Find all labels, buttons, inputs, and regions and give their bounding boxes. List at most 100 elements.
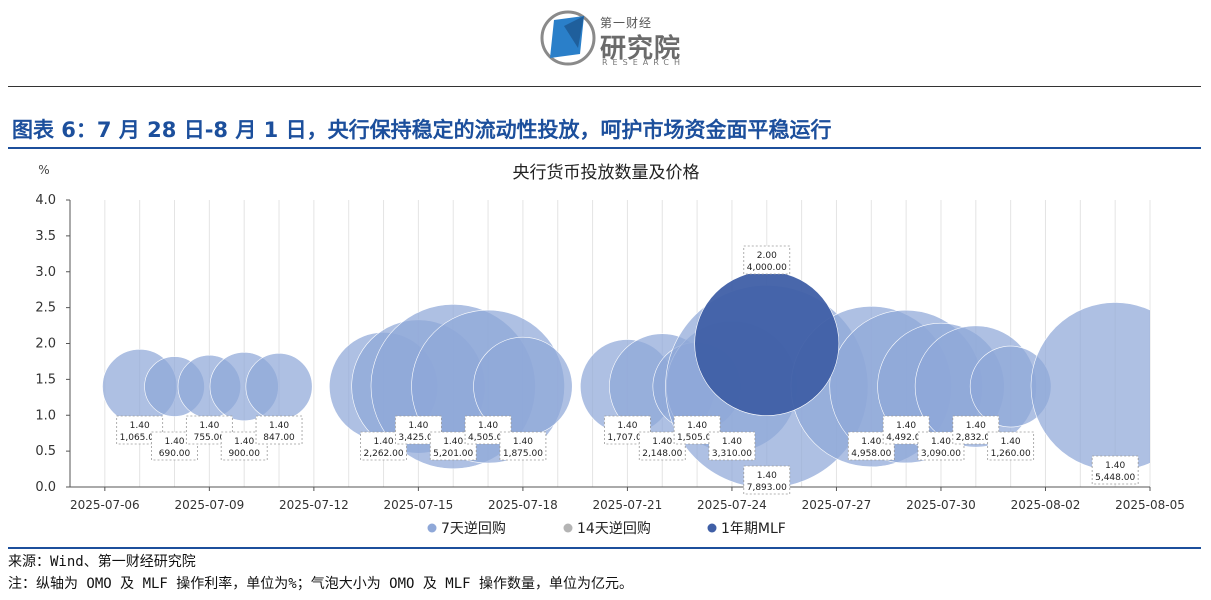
label-layer: 1.40 1,065.00 1.40 690.00 1.40 755.00 1.40 900.… — [116, 245, 1139, 495]
x-tick-label: 2025-07-18 — [488, 498, 558, 512]
data-label-amount: 7,893.00 — [747, 483, 787, 493]
data-label-rate: 1.40 — [966, 421, 986, 431]
data-label-rate: 1.40 — [652, 437, 672, 447]
y-tick-label: 0.0 — [35, 480, 56, 495]
data-label-amount: 1,505.00 — [677, 433, 717, 443]
data-label: 1.40 5,448.00 — [1091, 455, 1139, 485]
data-label-rate: 1.40 — [443, 437, 463, 447]
data-label-amount: 4,492.00 — [886, 433, 926, 443]
bubble-reverse-repo — [245, 353, 313, 421]
bubble-chart: 央行货币投放数量及价格 % 2025-07-06 2025-07-09 2025-0… — [35, 163, 1185, 537]
legend-marker — [427, 523, 437, 533]
x-tick-label: 2025-07-24 — [697, 498, 767, 512]
legend-item: 1年期MLF — [707, 521, 786, 537]
data-label-box — [255, 415, 303, 445]
y-tick-label: 0.5 — [35, 444, 56, 459]
data-label-amount: 5,201.00 — [433, 449, 473, 459]
data-label-rate: 1.40 — [931, 437, 951, 447]
x-tick-label: 2025-08-05 — [1115, 498, 1185, 512]
data-label-box — [987, 431, 1035, 461]
data-label-rate: 1.40 — [234, 437, 254, 447]
x-tick-label: 2025-08-02 — [1011, 498, 1081, 512]
data-label-rate: 1.40 — [861, 437, 881, 447]
legend-marker — [707, 523, 717, 533]
data-label: 1.40 7,893.00 — [743, 465, 791, 495]
data-label: 1.40 3,090.00 — [917, 431, 965, 461]
data-label-rate: 1.40 — [513, 437, 533, 447]
axis-layer: 2025-07-06 2025-07-09 2025-07-12 2025-07-15… — [35, 193, 1185, 512]
data-label-amount: 900.00 — [228, 449, 260, 459]
data-label-amount: 847.00 — [263, 433, 295, 443]
top-divider — [8, 86, 1201, 87]
title-divider — [8, 147, 1201, 149]
data-label-amount: 2,148.00 — [642, 449, 682, 459]
data-label-box — [499, 431, 547, 461]
data-label: 1.40 1,875.00 — [499, 431, 547, 461]
data-label-amount: 1,065.00 — [120, 433, 160, 443]
data-label-box — [1091, 455, 1139, 485]
y-tick-label: 3.0 — [35, 265, 56, 280]
data-label-rate: 1.40 — [1105, 461, 1125, 471]
bottom-divider — [8, 547, 1201, 549]
data-label-rate: 2.00 — [757, 251, 777, 261]
data-label: 1.40 1,260.00 — [987, 431, 1035, 461]
chart-title: 央行货币投放数量及价格 — [513, 163, 700, 183]
logo-main-text: 研究院 — [600, 34, 682, 64]
x-tick-label: 2025-07-12 — [279, 498, 349, 512]
y-tick-label: 3.5 — [35, 229, 56, 244]
data-label-amount: 2,262.00 — [364, 449, 404, 459]
data-label-rate: 1.40 — [757, 471, 777, 481]
legend: 7天逆回购 14天逆回购 1年期MLF — [427, 521, 786, 537]
logo: 第一财经 研究院 RESEARCH — [540, 8, 690, 70]
data-label: 1.40 4,505.00 — [464, 415, 512, 445]
data-label-amount: 4,000.00 — [747, 263, 787, 273]
data-label-amount: 5,448.00 — [1095, 473, 1135, 483]
data-label: 1.40 847.00 — [255, 415, 303, 445]
y-tick-label: 1.0 — [35, 408, 56, 423]
data-label-amount: 3,090.00 — [921, 449, 961, 459]
data-label-amount: 3,310.00 — [712, 449, 752, 459]
data-label: 1.40 1,505.00 — [673, 415, 721, 445]
data-label-rate: 1.40 — [374, 437, 394, 447]
data-label-rate: 1.40 — [896, 421, 916, 431]
y-axis-label: % — [38, 163, 49, 177]
data-label-amount: 3,425.00 — [398, 433, 438, 443]
data-label-box — [464, 415, 512, 445]
legend-label: 7天逆回购 — [441, 521, 506, 537]
legend-label: 1年期MLF — [721, 521, 786, 537]
data-label-amount: 2,832.00 — [956, 433, 996, 443]
data-label: 1.40 3,310.00 — [708, 431, 756, 461]
data-label: 1.40 3,425.00 — [394, 415, 442, 445]
data-label-amount: 4,958.00 — [851, 449, 891, 459]
legend-item: 14天逆回购 — [563, 521, 651, 537]
data-label-rate: 1.40 — [164, 437, 184, 447]
data-label-amount: 4,505.00 — [468, 433, 508, 443]
data-label-amount: 690.00 — [159, 449, 191, 459]
y-tick-label: 2.0 — [35, 337, 56, 352]
data-label-amount: 755.00 — [194, 433, 226, 443]
logo-emblem-icon — [540, 10, 596, 66]
data-label-amount: 1,707.00 — [607, 433, 647, 443]
data-label-amount: 1,260.00 — [991, 449, 1031, 459]
bubble-reverse-repo — [1030, 302, 1150, 471]
chart-container: 央行货币投放数量及价格 % 2025-07-06 2025-07-09 2025-0… — [0, 150, 1211, 546]
source-note: 来源：Wind、第一财经研究院 — [8, 554, 196, 570]
x-tick-label: 2025-07-21 — [593, 498, 663, 512]
x-tick-label: 2025-07-15 — [384, 498, 454, 512]
data-label-rate: 1.40 — [1001, 437, 1021, 447]
x-tick-label: 2025-07-27 — [802, 498, 872, 512]
data-label-rate: 1.40 — [478, 421, 498, 431]
y-tick-label: 2.5 — [35, 301, 56, 316]
data-label-box — [743, 465, 791, 495]
logo-sub-text: RESEARCH — [602, 58, 685, 67]
legend-label: 14天逆回购 — [577, 521, 651, 537]
data-label-rate: 1.40 — [408, 421, 428, 431]
data-label-rate: 1.40 — [617, 421, 637, 431]
y-tick-label: 4.0 — [35, 193, 56, 208]
data-label-box — [673, 415, 721, 445]
bubble-mlf — [694, 271, 840, 416]
data-label: 2.00 4,000.00 — [743, 245, 791, 275]
logo-top-text: 第一财经 — [600, 16, 653, 30]
x-tick-label: 2025-07-30 — [906, 498, 976, 512]
data-label-rate: 1.40 — [722, 437, 742, 447]
